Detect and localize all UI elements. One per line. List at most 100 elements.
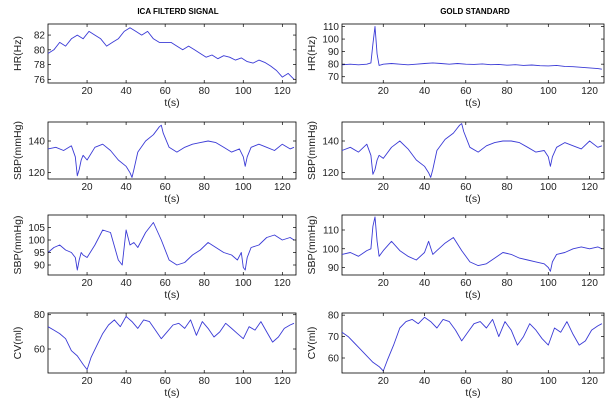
x-tick-label: 80 bbox=[501, 182, 513, 193]
x-tick-label: 20 bbox=[378, 278, 390, 289]
plot-frame bbox=[47, 23, 297, 84]
plot-frame bbox=[47, 121, 297, 180]
x-tick-label: 60 bbox=[160, 182, 172, 193]
data-series-line bbox=[341, 26, 602, 70]
x-tick-label: 40 bbox=[121, 278, 133, 289]
y-tick-label: 90 bbox=[328, 263, 340, 274]
x-tick-label: 40 bbox=[419, 86, 431, 97]
data-series-line bbox=[47, 124, 295, 178]
plot-frame bbox=[47, 312, 297, 374]
x-tick-label: 20 bbox=[378, 86, 390, 97]
x-tick-label: 120 bbox=[581, 182, 598, 193]
x-tick-label: 60 bbox=[160, 376, 172, 387]
x-tick-label: 100 bbox=[540, 376, 557, 387]
x-tick-label: 100 bbox=[235, 182, 252, 193]
x-tick-label: 20 bbox=[81, 86, 93, 97]
x-axis-label: t(s) bbox=[465, 289, 480, 301]
x-tick-label: 40 bbox=[419, 376, 431, 387]
y-tick-label: 105 bbox=[28, 223, 45, 234]
x-tick-label: 40 bbox=[121, 376, 133, 387]
x-tick-label: 80 bbox=[199, 182, 211, 193]
x-axis-label: t(s) bbox=[164, 289, 179, 301]
x-tick-label: 80 bbox=[199, 376, 211, 387]
x-tick-label: 120 bbox=[581, 376, 598, 387]
x-tick-label: 120 bbox=[581, 86, 598, 97]
x-tick-label: 80 bbox=[199, 278, 211, 289]
x-tick-label: 100 bbox=[235, 86, 252, 97]
y-axis-label: HR(Hz) bbox=[306, 36, 318, 71]
x-tick-label: 80 bbox=[501, 86, 513, 97]
y-tick-label: 70 bbox=[328, 332, 340, 343]
y-tick-label: 80 bbox=[34, 310, 46, 321]
y-axis-label: CV(ml) bbox=[12, 327, 24, 360]
y-tick-label: 110 bbox=[323, 22, 339, 33]
y-tick-label: 100 bbox=[322, 35, 339, 46]
chart-panel: 20 40 60 80 100 120 90 100 110 t(s) SBP(mmHg) bbox=[306, 214, 605, 301]
y-tick-label: 95 bbox=[34, 248, 46, 259]
x-tick-label: 80 bbox=[501, 278, 513, 289]
x-axis-label: t(s) bbox=[164, 97, 179, 109]
chart-panel: 20 40 60 80 100 120 120 140 t(s) SBP(mmHg) bbox=[12, 121, 297, 205]
x-tick-label: 100 bbox=[540, 182, 557, 193]
chart-panel: 20 40 60 80 100 120 60 80 t(s) CV(ml) bbox=[12, 310, 297, 399]
x-axis-label: t(s) bbox=[465, 387, 480, 399]
x-tick-label: 80 bbox=[501, 376, 513, 387]
x-tick-label: 20 bbox=[81, 376, 93, 387]
data-series-line bbox=[341, 123, 603, 178]
column-title-ica: ICA FILTERD SIGNAL bbox=[137, 7, 218, 16]
plot-frame bbox=[341, 214, 605, 276]
x-axis-label: t(s) bbox=[164, 387, 179, 399]
x-tick-label: 40 bbox=[419, 278, 431, 289]
chart-panel: 20 40 60 80 100 120 60 70 80 t(s) CV(ml) bbox=[306, 311, 605, 399]
y-tick-label: 110 bbox=[323, 226, 339, 237]
y-tick-label: 82 bbox=[34, 31, 46, 42]
data-series-line bbox=[47, 27, 295, 80]
y-tick-label: 80 bbox=[328, 311, 340, 322]
x-tick-label: 20 bbox=[378, 182, 390, 193]
y-tick-label: 140 bbox=[28, 137, 45, 148]
x-tick-label: 120 bbox=[274, 278, 291, 289]
plot-frame bbox=[341, 121, 605, 180]
x-tick-label: 120 bbox=[581, 278, 598, 289]
x-tick-label: 100 bbox=[235, 376, 252, 387]
x-tick-label: 100 bbox=[235, 278, 252, 289]
y-tick-label: 60 bbox=[328, 354, 340, 365]
x-tick-label: 60 bbox=[160, 278, 172, 289]
panels-group: 20 40 60 80 100 120 76 78 80 82 t(s) HR(Hz) 20 40 60 80… bbox=[12, 22, 605, 399]
x-tick-label: 40 bbox=[121, 86, 133, 97]
x-tick-label: 60 bbox=[160, 86, 172, 97]
x-axis-label: t(s) bbox=[465, 97, 480, 109]
y-tick-label: 100 bbox=[28, 236, 45, 247]
y-tick-label: 120 bbox=[322, 168, 339, 179]
x-tick-label: 20 bbox=[81, 278, 93, 289]
chart-panel: 20 40 60 80 100 120 76 78 80 82 t(s) HR(Hz) bbox=[12, 23, 297, 109]
data-series-line bbox=[341, 316, 603, 372]
x-tick-label: 120 bbox=[274, 86, 291, 97]
y-tick-label: 90 bbox=[34, 261, 46, 272]
y-tick-label: 140 bbox=[322, 137, 339, 148]
y-axis-label: SBP(mmHg) bbox=[306, 216, 318, 275]
x-tick-label: 40 bbox=[419, 182, 431, 193]
data-series-line bbox=[341, 216, 603, 272]
x-axis-label: t(s) bbox=[465, 193, 480, 205]
y-tick-label: 100 bbox=[322, 244, 339, 255]
y-axis-label: HR(Hz) bbox=[12, 36, 24, 71]
y-axis-label: CV(ml) bbox=[306, 327, 318, 360]
y-tick-label: 70 bbox=[328, 72, 340, 83]
x-tick-label: 60 bbox=[460, 86, 472, 97]
x-tick-label: 120 bbox=[274, 182, 291, 193]
plot-frame bbox=[47, 214, 297, 276]
plot-frame bbox=[341, 23, 605, 84]
x-tick-label: 20 bbox=[81, 182, 93, 193]
data-series-line bbox=[47, 315, 295, 371]
y-axis-label: SBP(mmHg) bbox=[306, 121, 318, 180]
y-tick-label: 60 bbox=[34, 345, 46, 356]
y-tick-label: 80 bbox=[328, 60, 340, 71]
x-tick-label: 20 bbox=[378, 376, 390, 387]
x-tick-label: 120 bbox=[274, 376, 291, 387]
x-tick-label: 60 bbox=[460, 278, 472, 289]
column-title-gold-standard: GOLD STANDARD bbox=[440, 7, 510, 16]
